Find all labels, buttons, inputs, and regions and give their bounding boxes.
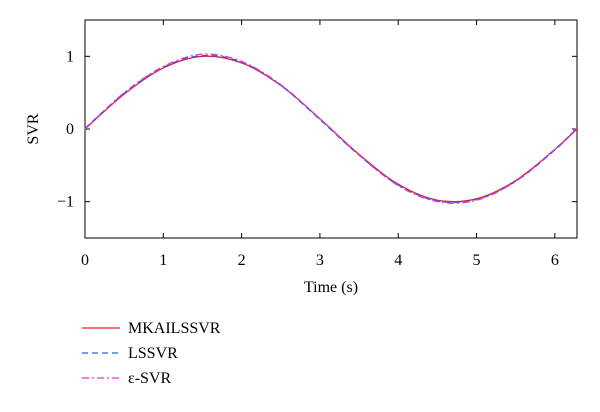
series-line — [84, 54, 578, 204]
y-axis-label: SVR — [25, 113, 42, 144]
x-tick-label: 5 — [473, 252, 481, 269]
x-tick-label: 2 — [238, 252, 246, 269]
legend-label: MKAILSSVR — [128, 320, 221, 337]
x-tick-label: 4 — [394, 252, 402, 269]
y-tick-label: 0 — [66, 121, 74, 138]
x-tick-label: 0 — [81, 252, 89, 269]
y-tick-label: 1 — [66, 48, 74, 65]
x-axis-label: Time (s) — [304, 279, 358, 296]
y-tick-label: −1 — [57, 194, 74, 211]
x-tick-label: 1 — [159, 252, 167, 269]
x-tick-label: 6 — [551, 252, 559, 269]
series-lines — [84, 53, 578, 204]
legend: MKAILSSVR LSSVR ε-SVR — [82, 320, 221, 387]
series-line — [84, 53, 578, 204]
x-tick-label: 3 — [316, 252, 324, 269]
x-axis: 0 1 2 3 4 5 6 — [81, 20, 559, 269]
y-axis: −1 0 1 — [57, 48, 577, 211]
legend-label: LSSVR — [128, 345, 178, 362]
legend-label: ε-SVR — [128, 370, 172, 387]
